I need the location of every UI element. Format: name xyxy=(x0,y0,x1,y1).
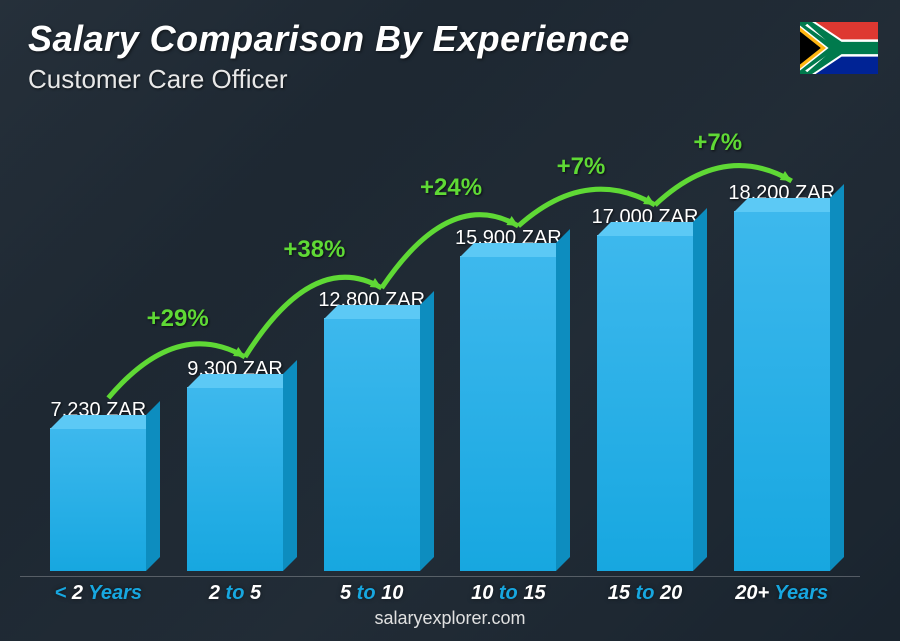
bar xyxy=(734,211,830,571)
salary-bar-chart: 7,230 ZAR< 2 Years9,300 ZAR2 to 5 +29% 12,… xyxy=(30,111,850,571)
bar-category-label: 10 to 15 xyxy=(471,582,546,605)
bar xyxy=(460,256,556,571)
increase-label: +24% xyxy=(420,174,482,202)
bar xyxy=(187,387,283,571)
bar-group: 12,800 ZAR5 to 10 xyxy=(307,289,436,571)
increase-label: +29% xyxy=(147,305,209,333)
bar-category-label: 15 to 20 xyxy=(608,582,683,605)
increase-label: +7% xyxy=(693,129,742,157)
increase-label: +7% xyxy=(557,153,606,181)
increase-label: +38% xyxy=(283,236,345,264)
bar-category-label: 5 to 10 xyxy=(340,582,403,605)
footer-source: salaryexplorer.com xyxy=(0,608,900,629)
divider xyxy=(20,576,860,577)
bar xyxy=(597,235,693,571)
page-title: Salary Comparison By Experience xyxy=(28,18,630,60)
bar-category-label: 20+ Years xyxy=(735,582,828,605)
bar-group: 17,000 ZAR15 to 20 xyxy=(581,206,710,571)
bar-group: 15,900 ZAR10 to 15 xyxy=(444,227,573,571)
bar xyxy=(324,318,420,571)
bar-category-label: < 2 Years xyxy=(55,582,142,605)
bar-group: 7,230 ZAR< 2 Years xyxy=(34,399,163,571)
bar-category-label: 2 to 5 xyxy=(209,582,261,605)
bar-group: 18,200 ZAR20+ Years xyxy=(717,182,846,571)
bar-group: 9,300 ZAR2 to 5 xyxy=(171,358,300,571)
south-africa-flag-icon xyxy=(800,22,878,74)
bar xyxy=(50,428,146,571)
page-subtitle: Customer Care Officer xyxy=(28,64,630,95)
header: Salary Comparison By Experience Customer… xyxy=(28,18,630,95)
